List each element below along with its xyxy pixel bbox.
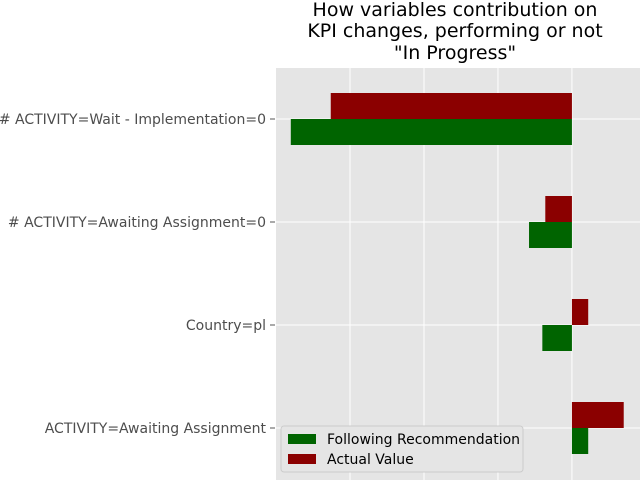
bar-following-recommendation-1	[529, 222, 572, 248]
legend-swatch-following-recommendation	[288, 434, 316, 444]
bar-following-recommendation-0	[290, 119, 572, 145]
bar-following-recommendation-2	[542, 325, 572, 351]
legend-label-following-recommendation: Following Recommendation	[327, 432, 520, 448]
y-tick-label: Country=pl	[186, 318, 266, 334]
legend: Following Recommendation Actual Value	[280, 425, 524, 473]
bar-following-recommendation-3	[571, 428, 589, 454]
legend-box	[280, 425, 524, 473]
legend-swatch-actual-value	[288, 454, 316, 464]
chart-title-line-3: "In Progress"	[394, 42, 516, 64]
bar-actual-value-2	[571, 299, 589, 325]
legend-label-actual-value: Actual Value	[327, 452, 414, 468]
bars	[290, 93, 624, 454]
bar-actual-value-0	[330, 93, 572, 119]
chart-title-line-2: KPI changes, performing or not	[307, 20, 602, 42]
bar-actual-value-3	[571, 402, 624, 428]
y-axis-ticks: # ACTIVITY=Wait - Implementation=0 # ACTI…	[0, 112, 275, 437]
bar-actual-value-1	[545, 196, 572, 222]
y-tick-label: # ACTIVITY=Wait - Implementation=0	[0, 112, 266, 128]
y-tick-label: ACTIVITY=Awaiting Assignment	[45, 421, 267, 437]
y-tick-label: # ACTIVITY=Awaiting Assignment=0	[8, 215, 266, 231]
chart-title-line-1: How variables contribution on	[313, 0, 598, 21]
